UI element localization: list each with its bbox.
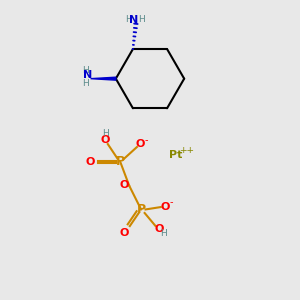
- Text: H: H: [82, 66, 88, 75]
- Text: O: O: [160, 202, 170, 212]
- Text: H: H: [102, 130, 109, 139]
- Text: Pt: Pt: [169, 150, 182, 160]
- Text: H: H: [160, 229, 167, 238]
- Text: O: O: [120, 228, 129, 238]
- Text: O: O: [100, 136, 110, 146]
- Text: N: N: [129, 15, 138, 25]
- Text: O: O: [136, 139, 145, 149]
- Text: ++: ++: [179, 146, 194, 155]
- Text: O: O: [86, 157, 95, 167]
- Text: O: O: [154, 224, 164, 234]
- Polygon shape: [91, 77, 116, 80]
- Text: N: N: [83, 70, 92, 80]
- Text: H: H: [125, 15, 132, 24]
- Text: P: P: [136, 203, 146, 216]
- Text: H: H: [82, 79, 88, 88]
- Text: -: -: [169, 197, 172, 207]
- Text: -: -: [145, 135, 148, 145]
- Text: P: P: [116, 155, 125, 168]
- Text: O: O: [119, 180, 128, 190]
- Text: H: H: [138, 15, 145, 24]
